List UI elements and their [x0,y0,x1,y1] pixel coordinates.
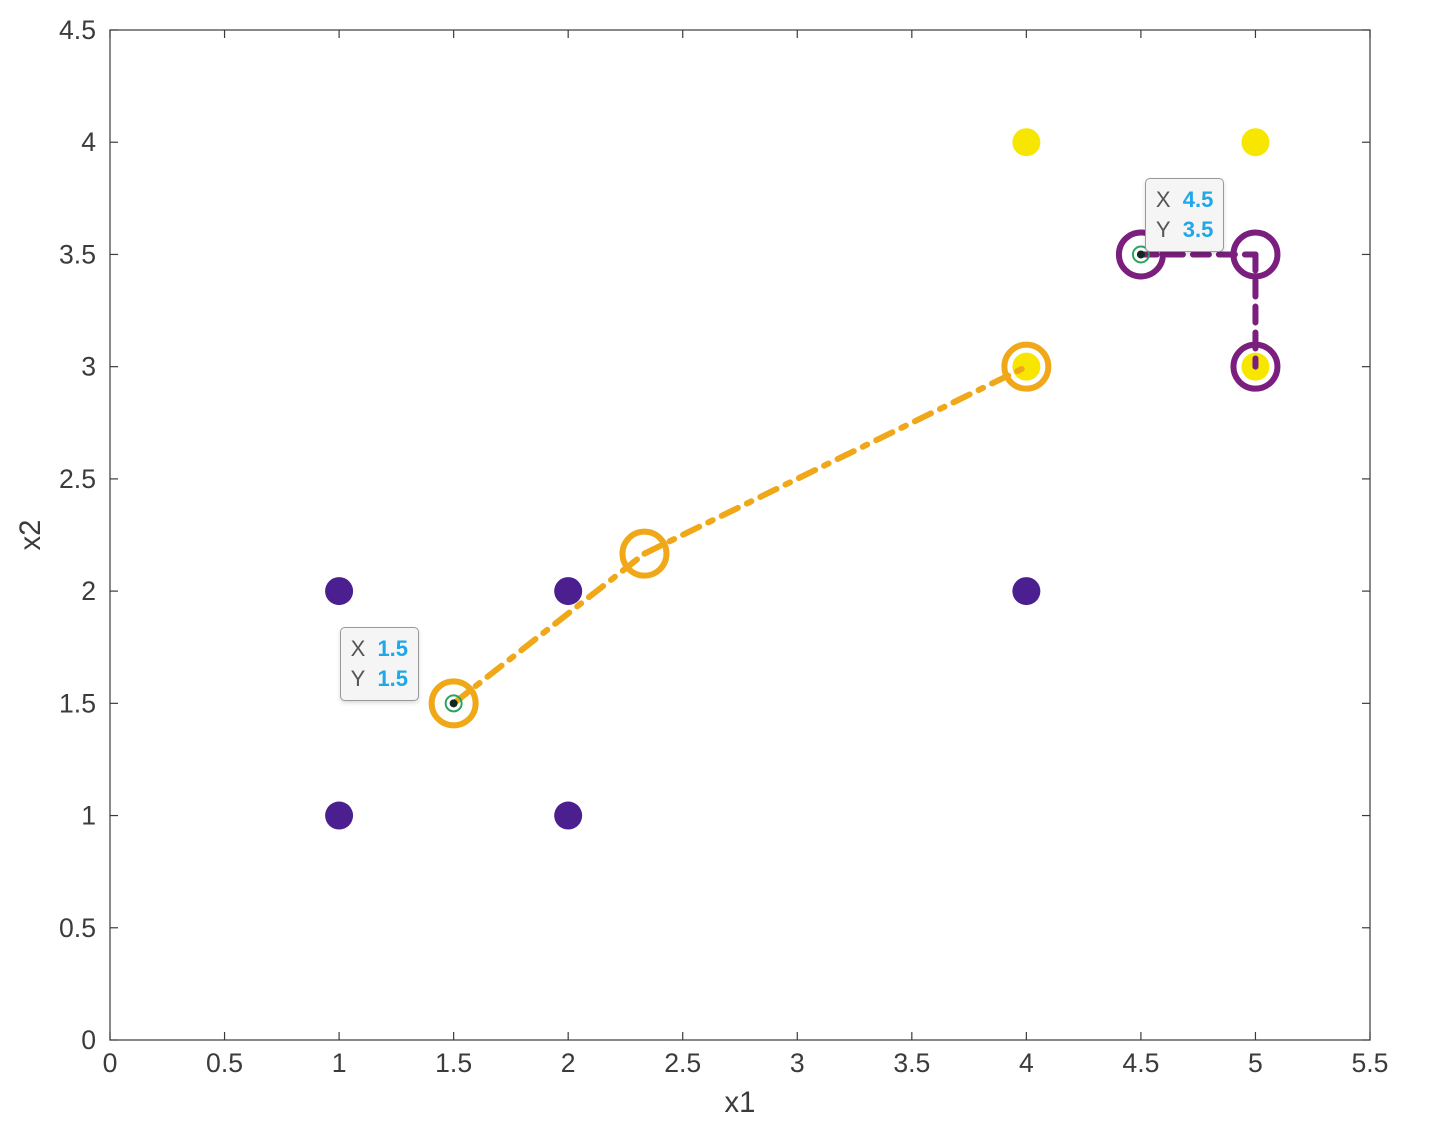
datatip-1-y-value: 1.5 [377,666,408,691]
scatter-point [325,802,353,830]
y-tick-label: 1.5 [59,688,96,718]
scatter-point [1012,577,1040,605]
y-axis-label: x2 [15,520,47,551]
datatip-1-x-label: X [351,636,366,661]
y-tick-label: 1 [81,801,96,831]
datatip-1-x-value: 1.5 [377,636,408,661]
chart-svg: 0 0.5 1 1.5 2 2.5 3 3.5 4 4.5 5 5.5 0 0.5 1 1.5 2 2.5 3 3.5… [0,0,1442,1130]
x-tick-label: 5 [1248,1048,1263,1078]
scatter-point [554,802,582,830]
y-tick-label: 4 [81,127,96,157]
x-axis-label: x1 [725,1087,756,1119]
scatter-point [1012,128,1040,156]
x-tick-label: 1.5 [435,1048,472,1078]
path-segment [644,367,1026,554]
path-segment [454,554,645,704]
datatip-2-x-label: X [1156,187,1171,212]
scatter-point [554,577,582,605]
x-tick-label: 3 [790,1048,805,1078]
y-tick-label: 0 [81,1025,96,1055]
y-tick-label: 4.5 [59,15,96,45]
scatter-point [325,577,353,605]
x-tick-label: 4 [1019,1048,1034,1078]
x-tick-label: 5.5 [1352,1048,1389,1078]
centroid-dot [1137,250,1145,258]
y-tick-label: 3 [81,352,96,382]
datatip-2-x-value: 4.5 [1183,187,1214,212]
x-tick-label: 4.5 [1122,1048,1159,1078]
x-tick-label: 3.5 [893,1048,930,1078]
centroid-dot [450,699,458,707]
scatter-point [1241,128,1269,156]
x-tick-label: 2 [561,1048,576,1078]
x-tick-label: 0 [103,1048,118,1078]
x-tick-label: 1 [332,1048,347,1078]
y-tick-label: 2.5 [59,464,96,494]
scatter-chart: 0 0.5 1 1.5 2 2.5 3 3.5 4 4.5 5 5.5 0 0.5 1 1.5 2 2.5 3 3.5… [0,0,1442,1130]
x-tick-label: 0.5 [206,1048,243,1078]
datatip-2-y-value: 3.5 [1183,217,1214,242]
datatip-2: X 4.5 Y 3.5 [1145,178,1224,251]
y-tick-label: 2 [81,576,96,606]
y-tick-label: 3.5 [59,239,96,269]
datatip-1-y-label: Y [351,666,366,691]
datatip-2-y-label: Y [1156,217,1171,242]
datatip-1: X 1.5 Y 1.5 [340,627,419,700]
x-tick-label: 2.5 [664,1048,701,1078]
y-tick-label: 0.5 [59,913,96,943]
